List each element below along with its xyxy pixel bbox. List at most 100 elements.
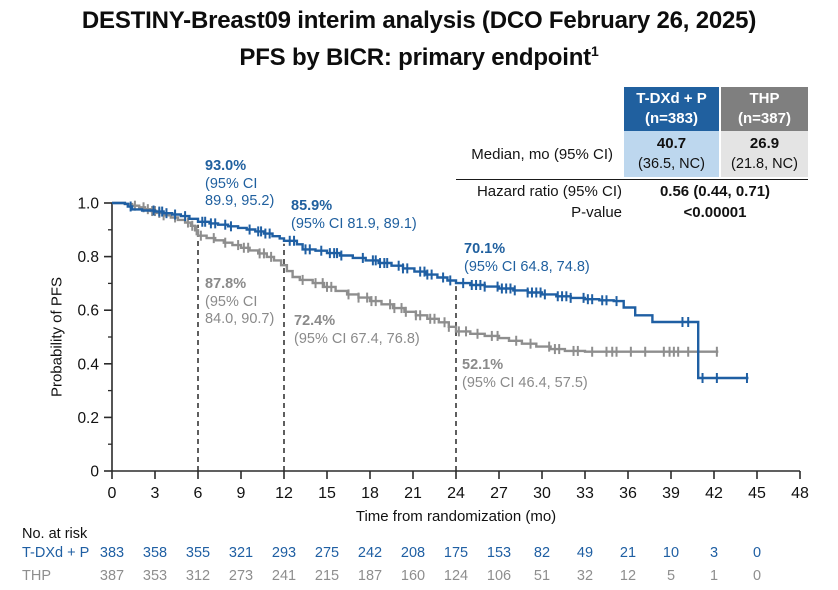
median-thp-cell: 26.9 (21.8, NC): [719, 131, 808, 177]
km-annotation-12mo-tdxd: 85.9% (95% CI 81.9, 89.1): [291, 198, 417, 233]
km-annotation-24mo-tdxd: 70.1% (95% CI 64.8, 74.8): [464, 241, 590, 276]
y-tick-label: 0.4: [77, 356, 99, 373]
y-axis-label: Probability of PFS: [48, 276, 66, 398]
annotation-estimate: 85.9%: [291, 198, 333, 214]
risk-row-label-thp: THP: [22, 568, 51, 584]
stats-header-thp: THP (n=387): [719, 87, 808, 131]
km-annotation-24mo-thp: 52.1% (95% CI 46.4, 57.5): [462, 357, 588, 392]
x-tick-label: 45: [748, 485, 766, 502]
risk-value: 383: [99, 545, 125, 561]
median-tdxd-value: 40.7: [656, 135, 687, 152]
annotation-ci: 89.9, 95.2): [205, 193, 275, 209]
x-tick-label: 48: [791, 485, 809, 502]
annotation-ci: (95% CI: [205, 293, 258, 310]
x-tick-label: 18: [361, 485, 379, 502]
risk-value: 51: [533, 568, 551, 584]
annotation-ci: (95% CI: [205, 175, 258, 192]
x-tick-label: 39: [662, 485, 680, 502]
risk-value: 175: [443, 545, 469, 561]
risk-value: 312: [185, 568, 211, 584]
median-row-label: Median, mo (95% CI): [471, 145, 613, 163]
y-tick-label: 0.6: [77, 303, 99, 320]
risk-value: 241: [271, 568, 297, 584]
risk-value: 275: [314, 545, 340, 561]
risk-table-title: No. at risk: [22, 526, 88, 542]
annotation-estimate: 87.8%: [205, 276, 247, 292]
hazard-ratio-label: Hazard ratio (95% CI): [476, 183, 622, 200]
annotation-ci: 84.0, 90.7): [205, 311, 275, 327]
risk-value: 321: [228, 545, 254, 561]
risk-value: 32: [576, 568, 594, 584]
risk-value: 1: [709, 568, 719, 584]
stats-divider: [456, 179, 808, 180]
median-thp-ci: (21.8, NC): [731, 156, 798, 172]
annotation-estimate: 70.1%: [464, 241, 506, 257]
y-tick-label: 0: [90, 464, 99, 481]
x-tick-label: 36: [619, 485, 637, 502]
km-annotation-12mo-thp: 72.4% (95% CI 67.4, 76.8): [294, 313, 420, 348]
x-tick-label: 6: [194, 485, 203, 502]
thp-arm-n: (n=387): [738, 110, 791, 127]
median-tdxd-ci: (36.5, NC): [638, 156, 705, 172]
risk-value: 49: [576, 545, 594, 561]
annotation-estimate: 72.4%: [294, 313, 336, 329]
title-line-1: DESTINY-Breast09 interim analysis (DCO F…: [81, 7, 757, 34]
footnote-marker: 1: [590, 43, 599, 59]
median-thp-value: 26.9: [749, 135, 780, 152]
risk-value: 160: [400, 568, 426, 584]
risk-value: 82: [533, 545, 551, 561]
risk-value: 0: [752, 545, 762, 561]
x-tick-label: 42: [705, 485, 723, 502]
risk-value: 355: [185, 545, 211, 561]
risk-value: 106: [486, 568, 512, 584]
x-tick-label: 27: [490, 485, 508, 502]
tdxd-arm-n: (n=383): [645, 110, 698, 127]
risk-value: 387: [99, 568, 125, 584]
x-tick-label: 33: [576, 485, 594, 502]
risk-value: 187: [357, 568, 383, 584]
x-tick-label: 24: [447, 485, 465, 502]
risk-value: 124: [443, 568, 469, 584]
annotation-ci: (95% CI 46.4, 57.5): [462, 374, 588, 391]
stats-header-tdxd: T-DXd + P (n=383): [622, 87, 719, 131]
risk-value: 0: [752, 568, 762, 584]
stats-empty-corner: [456, 87, 622, 131]
risk-row-label-tdxd: T-DXd + P: [22, 545, 90, 561]
p-value-label: P-value: [571, 204, 622, 221]
risk-value: 21: [619, 545, 637, 561]
hazard-ratio-value: 0.56 (0.44, 0.71): [659, 183, 771, 200]
stats-table: T-DXd + P (n=383) THP (n=387) Median, mo…: [456, 87, 808, 222]
risk-value: 5: [666, 568, 676, 584]
tdxd-arm-label: T-DXd + P: [636, 90, 707, 107]
annotation-ci: (95% CI 64.8, 74.8): [464, 258, 590, 275]
y-tick-label: 1.0: [77, 196, 99, 213]
risk-value: 3: [709, 545, 719, 561]
km-annotation-6mo-thp: 87.8% (95% CI 84.0, 90.7): [205, 276, 274, 329]
risk-value: 358: [142, 545, 168, 561]
p-value: <0.00001: [683, 204, 747, 221]
annotation-estimate: 93.0%: [205, 158, 247, 174]
page-title: DESTINY-Breast09 interim analysis (DCO F…: [0, 5, 838, 73]
annotation-ci: (95% CI 67.4, 76.8): [294, 330, 420, 347]
annotation-estimate: 52.1%: [462, 357, 504, 373]
risk-value: 153: [486, 545, 512, 561]
risk-value: 208: [400, 545, 426, 561]
thp-arm-label: THP: [749, 90, 780, 107]
x-tick-label: 3: [151, 485, 160, 502]
median-tdxd-cell: 40.7 (36.5, NC): [622, 131, 719, 177]
risk-value: 293: [271, 545, 297, 561]
y-tick-label: 0.8: [77, 249, 99, 266]
x-axis-label: Time from randomization (mo): [355, 508, 557, 525]
x-tick-label: 30: [533, 485, 551, 502]
x-tick-label: 0: [108, 485, 117, 502]
km-annotation-6mo-tdxd: 93.0% (95% CI 89.9, 95.2): [205, 158, 274, 211]
risk-value: 242: [357, 545, 383, 561]
risk-value: 273: [228, 568, 254, 584]
x-tick-label: 15: [318, 485, 336, 502]
annotation-ci: (95% CI 81.9, 89.1): [291, 215, 417, 232]
title-line-2: PFS by BICR: primary endpoint1: [239, 43, 599, 71]
x-tick-label: 12: [275, 485, 293, 502]
x-tick-label: 21: [404, 485, 422, 502]
